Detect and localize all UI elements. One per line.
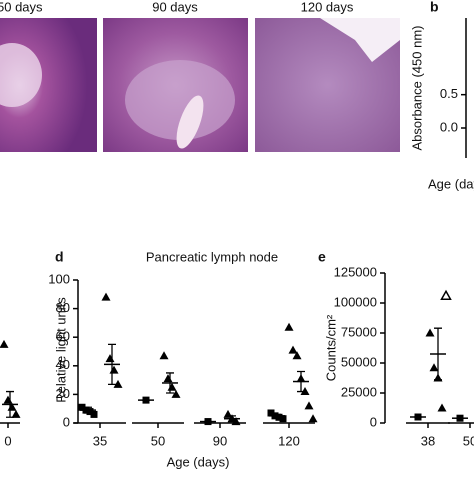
image-label: 120 days xyxy=(301,0,354,14)
y-tick-label: 40 xyxy=(56,357,70,372)
error-bar xyxy=(273,413,281,418)
data-point xyxy=(113,379,123,388)
data-point xyxy=(437,403,447,412)
y-tick-label: 0.0 xyxy=(440,119,458,134)
y-axis-label: Counts/cm² xyxy=(323,314,338,381)
x-tick-label: 35 xyxy=(93,433,107,448)
data-point xyxy=(425,328,435,337)
y-tick-label: 100000 xyxy=(334,294,377,309)
y-axis-label: Relative light units xyxy=(53,297,68,403)
error-bar xyxy=(434,327,442,381)
error-bar xyxy=(228,415,236,423)
y-tick-label: 60 xyxy=(56,329,70,344)
panel-label: d xyxy=(55,249,64,265)
islet xyxy=(125,60,235,140)
data-point xyxy=(171,389,181,398)
y-tick-label: 0 xyxy=(370,414,377,429)
y-axis-label: Absorbance (450 nm) xyxy=(409,25,424,150)
data-point xyxy=(11,409,21,418)
y-tick-label: 125000 xyxy=(334,264,377,279)
y-tick-label: 50000 xyxy=(341,354,377,369)
data-point xyxy=(86,408,94,416)
error-bar xyxy=(108,343,116,386)
data-point xyxy=(105,354,115,363)
image-label: 90 days xyxy=(152,0,198,14)
data-point xyxy=(288,345,298,354)
data-point xyxy=(163,374,173,383)
error-bar xyxy=(6,390,14,418)
data-point xyxy=(101,292,111,301)
vessel xyxy=(176,95,204,149)
data-point xyxy=(0,339,9,348)
panel-label: e xyxy=(318,249,326,265)
x-axis-label: Age (days) xyxy=(167,454,230,469)
data-point xyxy=(3,395,13,404)
y-tick-label: 75000 xyxy=(341,324,377,339)
image-label: 50 days xyxy=(0,0,43,14)
x-tick-label: 38 xyxy=(421,433,435,448)
data-point xyxy=(284,322,294,331)
x-tick-label: 120 xyxy=(278,433,300,448)
y-tick-label: 20 xyxy=(56,386,70,401)
x-tick-label: 0 xyxy=(4,433,11,448)
data-point xyxy=(167,382,177,391)
y-tick-label: 100 xyxy=(48,271,70,286)
data-point xyxy=(292,351,302,360)
islet xyxy=(0,43,42,107)
y-tick-label: 0.5 xyxy=(440,86,458,101)
data-point xyxy=(109,365,119,374)
panel-label: b xyxy=(430,0,439,15)
chart-title: Pancreatic lymph node xyxy=(146,249,278,264)
x-tick-label: 50 xyxy=(151,433,165,448)
x-axis-label: Age (days xyxy=(428,176,474,191)
y-tick-label: 0 xyxy=(63,414,70,429)
tissue-gap xyxy=(320,18,400,62)
data-point xyxy=(308,414,318,423)
data-point xyxy=(440,289,452,301)
x-tick-label: 90 xyxy=(213,433,227,448)
data-point xyxy=(279,415,287,423)
data-point xyxy=(90,410,98,418)
error-bar xyxy=(166,372,174,394)
y-tick-label: 80 xyxy=(56,300,70,315)
data-point xyxy=(429,363,439,372)
error-bar xyxy=(84,406,92,414)
error-bar xyxy=(297,370,305,393)
data-point xyxy=(78,403,86,411)
data-point xyxy=(267,409,275,417)
data-point xyxy=(304,401,314,410)
x-tick-label: 50 xyxy=(463,433,474,448)
y-tick-label: 25000 xyxy=(341,384,377,399)
data-point xyxy=(159,351,169,360)
